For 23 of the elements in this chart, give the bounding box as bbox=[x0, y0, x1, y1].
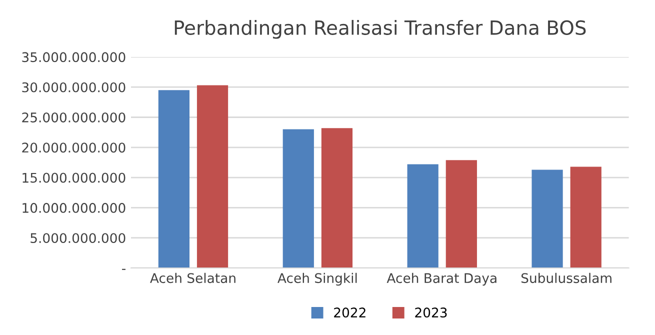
x-tick-label: Aceh Barat Daya bbox=[386, 272, 496, 286]
bar bbox=[158, 90, 190, 268]
legend-label: 2023 bbox=[415, 308, 447, 318]
bar bbox=[196, 85, 228, 268]
y-tick-label: - bbox=[122, 268, 126, 270]
y-tick-label: 25.000.000.000 bbox=[22, 112, 126, 122]
bar bbox=[532, 170, 563, 268]
legend-label: 2022 bbox=[334, 308, 366, 318]
y-tick-label: 35.000.000.000 bbox=[22, 52, 126, 62]
x-tick-label: Aceh Selatan bbox=[150, 272, 236, 284]
bar bbox=[407, 164, 438, 268]
x-tick-label: Aceh Singkil bbox=[278, 272, 357, 286]
bar bbox=[446, 160, 477, 268]
x-tick-label: Subulussalam bbox=[521, 272, 612, 284]
y-tick-label: 10.000.000.000 bbox=[22, 202, 126, 213]
y-tick-label: 5.000.000.000 bbox=[30, 233, 126, 244]
y-tick-label: 20.000.000.000 bbox=[22, 142, 126, 153]
y-tick-label: 15.000.000.000 bbox=[22, 172, 126, 183]
bar bbox=[570, 166, 602, 268]
chart-title: Perbandingan Realisasi Transfer Dana BOS bbox=[174, 20, 586, 39]
y-tick-label: 30.000.000.000 bbox=[22, 82, 126, 92]
bar bbox=[282, 129, 314, 268]
bar bbox=[321, 128, 353, 268]
